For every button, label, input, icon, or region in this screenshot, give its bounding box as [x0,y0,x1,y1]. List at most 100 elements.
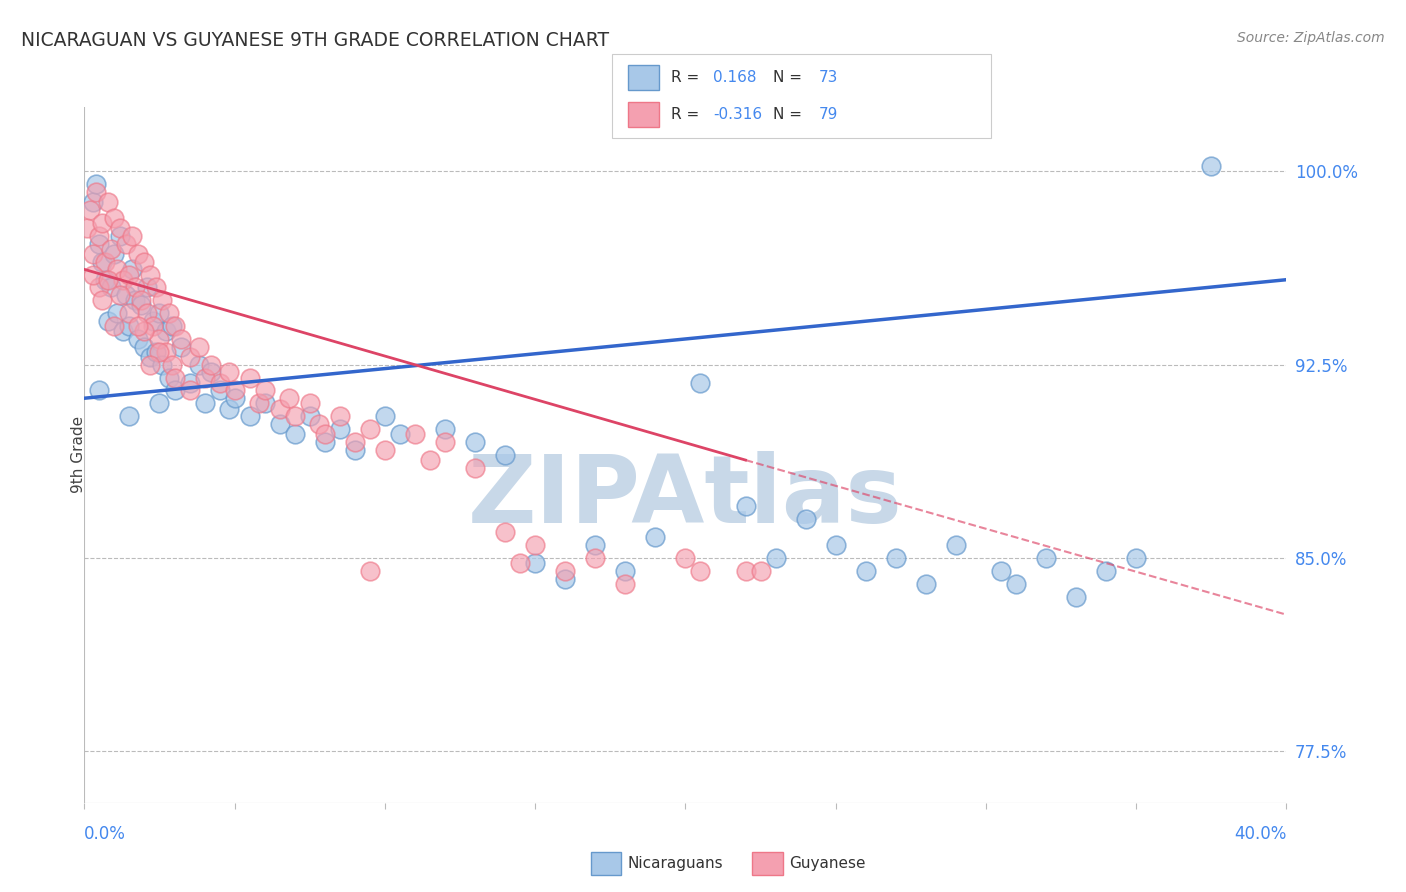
Point [131,298,153,312]
Point [127,332,149,346]
Y-axis label: 9th Grade: 9th Grade [72,417,86,493]
Point [343,442,366,457]
Point [131,293,153,308]
Point [134,340,156,354]
Point [404,427,426,442]
Point [765,551,787,566]
Point [494,525,516,540]
Point [200,366,222,380]
Point [155,344,177,359]
Text: N =: N = [773,107,807,122]
Point [107,262,129,277]
Point [100,280,122,294]
Point [734,564,756,578]
Point [1064,590,1087,604]
Text: 40.0%: 40.0% [1234,825,1286,843]
Text: ZIPAtlas: ZIPAtlas [468,450,903,542]
Point [794,512,817,526]
Point [218,401,240,416]
Point [115,288,138,302]
Point [239,370,262,384]
Point [509,556,531,570]
Point [329,422,352,436]
Point [103,211,125,225]
Point [148,306,170,320]
Point [127,319,149,334]
Point [1035,551,1057,566]
Point [94,273,117,287]
Point [148,332,170,346]
Point [82,195,104,210]
Point [855,564,877,578]
Point [314,427,336,442]
Point [247,396,270,410]
Point [1125,551,1147,566]
Point [284,427,307,442]
Point [464,460,486,475]
Point [374,442,396,457]
Point [253,396,276,410]
Text: N =: N = [773,70,807,85]
Point [308,417,330,431]
Point [86,178,108,192]
Point [554,572,576,586]
Point [343,435,366,450]
Point [89,236,111,251]
Point [97,273,120,287]
Point [139,350,162,364]
Point [524,556,547,570]
Point [269,417,291,431]
Text: -0.316: -0.316 [713,107,762,122]
Point [97,195,120,210]
Point [614,576,637,591]
Point [91,293,114,308]
Point [494,448,516,462]
Point [94,254,117,268]
Point [103,247,125,261]
Text: 79: 79 [818,107,838,122]
Point [179,376,201,390]
Point [157,306,180,320]
Point [82,247,104,261]
Point [749,564,772,578]
Text: R =: R = [671,107,704,122]
Point [97,314,120,328]
Point [194,370,217,384]
Point [139,358,162,372]
Point [284,409,307,424]
Point [218,366,240,380]
Point [187,358,209,372]
Point [89,280,111,294]
Point [115,236,138,251]
Point [187,340,209,354]
Point [169,340,191,354]
Point [689,564,711,578]
Point [824,538,846,552]
Point [103,319,125,334]
Point [112,273,135,287]
Point [145,280,167,294]
Point [224,384,246,398]
Point [194,396,217,410]
Point [142,319,165,334]
Point [136,306,159,320]
Point [1005,576,1028,591]
Point [359,564,381,578]
Point [179,350,201,364]
Point [124,280,146,294]
Point [121,228,143,243]
Point [314,435,336,450]
Point [374,409,396,424]
Point [434,435,457,450]
Text: 0.0%: 0.0% [84,825,127,843]
Point [179,384,201,398]
Text: Source: ZipAtlas.com: Source: ZipAtlas.com [1237,31,1385,45]
Point [100,242,122,256]
Point [160,358,183,372]
Point [134,324,156,338]
Point [118,268,141,282]
Point [118,319,141,334]
Point [359,422,381,436]
Point [464,435,486,450]
Text: 73: 73 [818,70,838,85]
